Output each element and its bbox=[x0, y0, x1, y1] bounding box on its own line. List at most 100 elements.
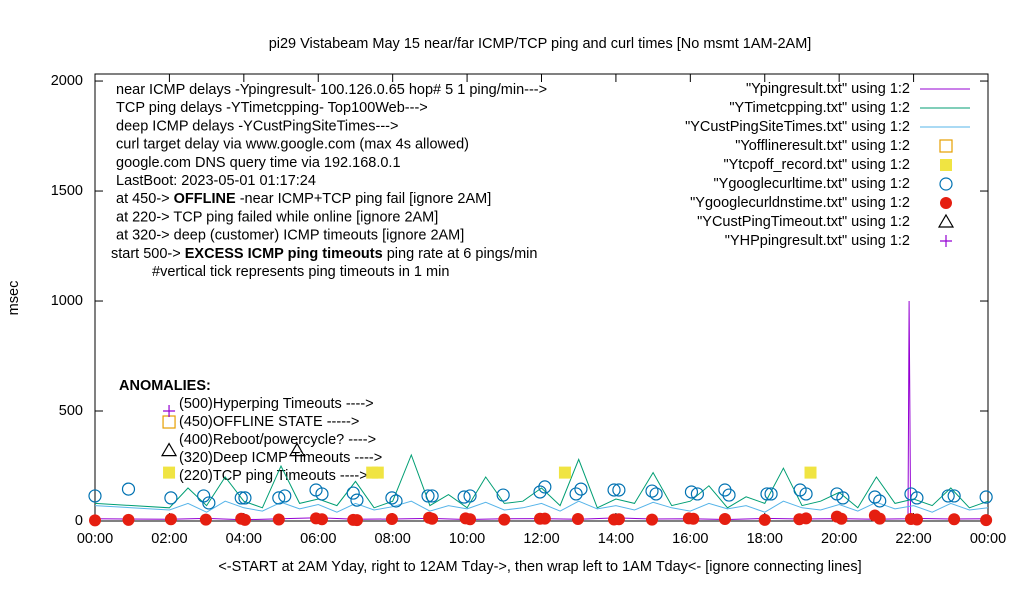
y-tick-label: 1500 bbox=[51, 183, 83, 199]
marker-circle bbox=[873, 494, 887, 508]
marker-circle bbox=[122, 513, 135, 526]
note-segment: -near ICMP+TCP ping fail [ignore 2AM] bbox=[236, 191, 492, 207]
note: #vertical tick represents ping timeouts … bbox=[152, 264, 449, 280]
legend-swatch bbox=[940, 235, 952, 247]
series-line bbox=[94, 500, 989, 513]
note-segment: ping rate at 6 pings/min bbox=[383, 246, 538, 262]
marker-circle bbox=[315, 513, 328, 526]
marker-circle bbox=[234, 491, 248, 505]
marker-circle bbox=[910, 491, 924, 505]
anomaly-label: (220)TCP ping Timeouts ----> bbox=[179, 468, 368, 484]
x-tick-label: 00:00 bbox=[77, 531, 113, 547]
marker-circle bbox=[121, 482, 136, 496]
marker-circle bbox=[350, 493, 364, 507]
marker-circle bbox=[88, 489, 102, 503]
marker-circle bbox=[910, 513, 923, 526]
marker-square bbox=[558, 466, 571, 479]
legend-swatch bbox=[939, 177, 953, 191]
marker-circle bbox=[457, 490, 471, 504]
note-segment: at 320-> deep (customer) ICMP timeouts [… bbox=[116, 227, 464, 243]
legend-swatch bbox=[940, 197, 952, 209]
marker-circle bbox=[799, 487, 813, 501]
legend-label: "Ytcpoff_record.txt" using 1:2 bbox=[723, 157, 910, 173]
anomalies-title: ANOMALIES: bbox=[119, 378, 211, 394]
note-segment: google.com DNS query time via 192.168.0.… bbox=[116, 155, 401, 171]
marker-circle bbox=[607, 483, 621, 497]
marker-circle bbox=[421, 489, 435, 503]
marker-circle bbox=[800, 512, 813, 525]
x-tick-label: 16:00 bbox=[672, 531, 708, 547]
marker-circle bbox=[948, 513, 961, 526]
x-tick-label: 10:00 bbox=[449, 531, 485, 547]
marker-circle bbox=[690, 487, 705, 501]
marker-circle bbox=[238, 513, 251, 526]
marker-circle bbox=[164, 513, 177, 526]
note: deep ICMP delays -YCustPingSiteTimes---> bbox=[116, 118, 398, 134]
marker-circle bbox=[574, 482, 588, 496]
note: at 320-> deep (customer) ICMP timeouts [… bbox=[116, 227, 464, 243]
note: google.com DNS query time via 192.168.0.… bbox=[116, 155, 401, 171]
marker-circle bbox=[569, 487, 583, 501]
marker-triangle bbox=[161, 442, 178, 457]
marker-circle bbox=[533, 485, 547, 499]
marker-circle bbox=[498, 513, 511, 526]
marker-circle bbox=[272, 491, 286, 505]
note-segment: near ICMP delays -Ypingresult- 100.126.0… bbox=[116, 82, 547, 98]
y-tick-label: 500 bbox=[59, 403, 83, 419]
x-tick-label: 14:00 bbox=[598, 531, 634, 547]
note-segment: EXCESS ICMP ping timeouts bbox=[185, 246, 383, 262]
note: LastBoot: 2023-05-01 01:17:24 bbox=[116, 173, 316, 189]
anomaly-label: (500)Hyperping Timeouts ----> bbox=[179, 396, 374, 412]
legend-label: "Ygooglecurltime.txt" using 1:2 bbox=[714, 176, 910, 192]
marker-circle bbox=[89, 514, 101, 527]
x-tick-label: 20:00 bbox=[821, 531, 857, 547]
series-line bbox=[94, 300, 989, 521]
marker-circle bbox=[538, 480, 552, 494]
marker-circle bbox=[496, 488, 510, 502]
marker-circle bbox=[385, 491, 399, 505]
x-tick-label: 02:00 bbox=[151, 531, 187, 547]
marker-plus bbox=[163, 405, 176, 418]
y-axis-label: msec bbox=[6, 281, 22, 316]
note-segment: curl target delay via www.google.com (ma… bbox=[116, 136, 469, 152]
note: TCP ping delays -YTimetcpping- Top100Web… bbox=[116, 100, 428, 116]
x-tick-label: 18:00 bbox=[747, 531, 783, 547]
marker-square bbox=[163, 466, 176, 479]
note-segment: at 450-> bbox=[116, 191, 174, 207]
marker-circle bbox=[571, 513, 584, 526]
marker-square bbox=[804, 466, 817, 479]
marker-circle bbox=[238, 491, 252, 505]
legend-label: "Ygooglecurldnstime.txt" using 1:2 bbox=[690, 195, 910, 211]
y-tick-label: 0 bbox=[75, 513, 83, 529]
marker-circle bbox=[979, 490, 993, 504]
marker-circle bbox=[764, 487, 778, 501]
marker-circle bbox=[835, 512, 848, 525]
marker-circle bbox=[385, 513, 398, 526]
note: at 220-> TCP ping failed while online [i… bbox=[116, 209, 438, 225]
marker-circle bbox=[350, 514, 363, 527]
legend-swatch bbox=[939, 139, 953, 153]
marker-circle bbox=[868, 490, 882, 504]
anomaly-label: (320)Deep ICMP Timeouts ----> bbox=[179, 450, 382, 466]
marker-circle bbox=[425, 489, 439, 503]
note-segment: LastBoot: 2023-05-01 01:17:24 bbox=[116, 173, 316, 189]
x-tick-label: 12:00 bbox=[523, 531, 559, 547]
marker-square bbox=[371, 466, 384, 479]
anomaly-label: (400)Reboot/powercycle? ----> bbox=[179, 432, 376, 448]
marker-circle bbox=[315, 487, 329, 501]
marker-triangle bbox=[288, 442, 306, 457]
x-tick-label: 00:00 bbox=[970, 531, 1006, 547]
marker-circle bbox=[718, 483, 732, 497]
marker-circle bbox=[873, 512, 886, 525]
marker-circle bbox=[164, 491, 178, 505]
legend-label: "YCustPingTimeout.txt" using 1:2 bbox=[697, 214, 910, 230]
legend-swatch bbox=[940, 159, 952, 171]
marker-circle bbox=[941, 489, 955, 503]
note: near ICMP delays -Ypingresult- 100.126.0… bbox=[116, 82, 547, 98]
legend-label: "Ypingresult.txt" using 1:2 bbox=[746, 81, 910, 97]
marker-circle bbox=[199, 513, 212, 526]
x-tick-label: 08:00 bbox=[375, 531, 411, 547]
x-tick-label: 06:00 bbox=[300, 531, 336, 547]
note-segment: TCP ping delays -YTimetcpping- Top100Web… bbox=[116, 100, 428, 116]
